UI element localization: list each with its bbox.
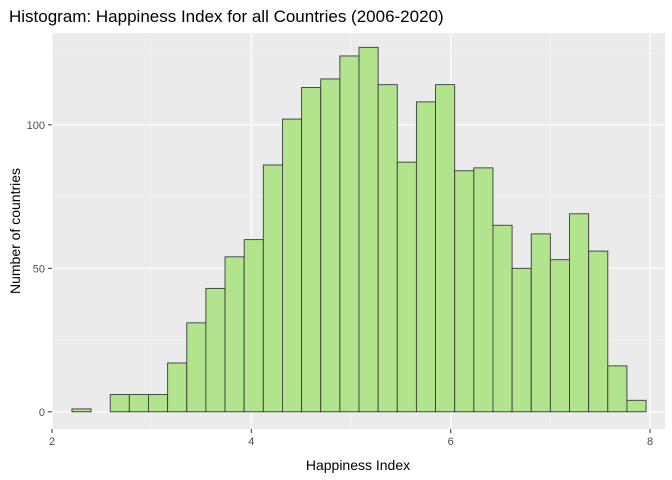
histogram-bar [110, 395, 129, 412]
histogram-bar [531, 234, 550, 412]
y-tick-label: 0 [39, 407, 45, 419]
histogram-bar [436, 85, 455, 412]
x-tick-label: 6 [448, 436, 454, 448]
histogram-bar [474, 168, 493, 412]
chart-title: Histogram: Happiness Index for all Count… [9, 7, 444, 26]
histogram-bar [244, 240, 263, 412]
x-tick-labels: 2 4 6 8 [49, 436, 653, 448]
histogram-bar [416, 102, 435, 412]
histogram-bar [148, 395, 167, 412]
histogram-bar [512, 268, 531, 411]
histogram-bar [225, 257, 244, 412]
histogram-bar [570, 214, 589, 412]
histogram-bar [187, 323, 206, 412]
y-tick-label: 100 [27, 120, 45, 132]
histogram-bar [550, 260, 569, 412]
y-axis-label: Number of countries [7, 168, 23, 294]
histogram-bar [129, 395, 148, 412]
histogram-bar [263, 165, 282, 412]
x-axis-label: Happiness Index [306, 457, 410, 473]
histogram-bar [397, 162, 416, 412]
y-tick-labels: 0 50 100 [27, 120, 45, 419]
histogram-bar [608, 366, 627, 412]
histogram-bar [72, 409, 91, 412]
histogram-bar [378, 85, 397, 412]
x-tick-label: 4 [248, 436, 254, 448]
histogram-bar [168, 363, 187, 412]
histogram-bar [340, 56, 359, 412]
x-tick-label: 2 [49, 436, 55, 448]
histogram-bar [282, 119, 301, 412]
histogram-bar [493, 225, 512, 412]
y-tick-label: 50 [33, 263, 45, 275]
x-tick-label: 8 [647, 436, 653, 448]
histogram-bar [455, 171, 474, 412]
histogram-bar [359, 47, 378, 411]
histogram-bar [302, 88, 321, 412]
histogram-bar [627, 400, 646, 411]
histogram-bar [589, 251, 608, 412]
histogram-bar [321, 79, 340, 412]
histogram-bar [206, 288, 225, 411]
